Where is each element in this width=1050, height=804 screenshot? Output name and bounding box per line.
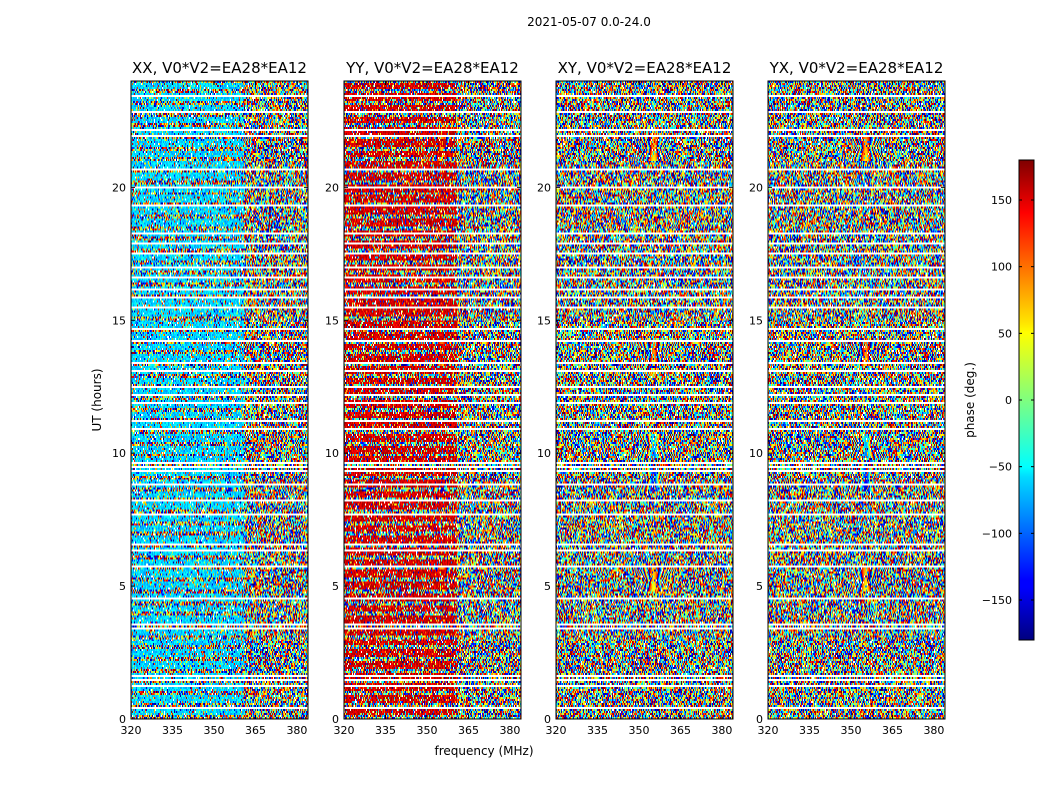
colorbar-ticks: 150 100 50 0 −50 −100 −150 — [982, 194, 1034, 607]
y-tick-label: 15 — [325, 314, 339, 327]
x-tick-label: 335 — [799, 724, 820, 737]
panels: XX, V0*V2=EA28*EA12 320 335 350 365 380 0 5 10 15… — [112, 59, 946, 737]
x-tick-label: 350 — [203, 724, 224, 737]
y-tick-label: 15 — [112, 314, 126, 327]
panel-frame — [767, 80, 946, 720]
x-tick-label: 335 — [587, 724, 608, 737]
y-tick-label: 20 — [749, 181, 763, 194]
colorbar-tick-label: 50 — [998, 327, 1012, 340]
y-tick-label: 5 — [756, 580, 763, 593]
x-tick-label: 380 — [923, 724, 944, 737]
x-tick-label: 320 — [758, 724, 779, 737]
x-tick-label: 365 — [245, 724, 266, 737]
x-tick-label: 350 — [628, 724, 649, 737]
y-tick-label: 15 — [537, 314, 551, 327]
y-tick-label: 15 — [749, 314, 763, 327]
figure-title: 2021-05-07 0.0-24.0 — [527, 15, 651, 29]
x-tick-label: 365 — [882, 724, 903, 737]
y-tick-label: 20 — [325, 181, 339, 194]
x-tick-label: 380 — [499, 724, 520, 737]
x-tick-label: 320 — [121, 724, 142, 737]
panel-yy: YY, V0*V2=EA28*EA12 320 335 350 365 380 0 5 10 15… — [325, 59, 522, 737]
colorbar-tick-label: 150 — [991, 194, 1012, 207]
y-axis-label: UT (hours) — [90, 368, 104, 431]
x-tick-label: 380 — [711, 724, 732, 737]
y-tick-label: 10 — [537, 447, 551, 460]
panel-title: YY, V0*V2=EA28*EA12 — [345, 59, 519, 77]
x-tick-label: 380 — [286, 724, 307, 737]
panel-title: XY, V0*V2=EA28*EA12 — [558, 59, 732, 77]
y-tick-label: 0 — [119, 713, 126, 726]
panel-frame — [555, 80, 734, 720]
y-tick-label: 5 — [119, 580, 126, 593]
colorbar-tick-label: 0 — [1005, 394, 1012, 407]
x-tick-label: 335 — [375, 724, 396, 737]
y-tick-label: 10 — [325, 447, 339, 460]
colorbar: 150 100 50 0 −50 −100 −150 phase (deg.) — [963, 159, 1035, 641]
y-tick-label: 20 — [537, 181, 551, 194]
panel-frame — [130, 80, 309, 720]
panel-frame — [343, 80, 522, 720]
x-tick-label: 365 — [670, 724, 691, 737]
colorbar-label: phase (deg.) — [963, 362, 977, 438]
y-tick-label: 0 — [756, 713, 763, 726]
colorbar-tick-label: −100 — [982, 527, 1012, 540]
y-tick-label: 5 — [332, 580, 339, 593]
x-tick-label: 320 — [334, 724, 355, 737]
x-tick-label: 350 — [416, 724, 437, 737]
waterfall-image-xx — [131, 81, 308, 719]
x-axis-label: frequency (MHz) — [434, 744, 533, 758]
y-tick-label: 20 — [112, 181, 126, 194]
waterfall-image-yx — [768, 81, 945, 719]
x-tick-label: 365 — [458, 724, 479, 737]
x-tick-label: 350 — [840, 724, 861, 737]
y-tick-label: 10 — [749, 447, 763, 460]
y-tick-label: 0 — [544, 713, 551, 726]
colorbar-tick-label: −50 — [989, 461, 1012, 474]
panel-title: YX, V0*V2=EA28*EA12 — [769, 59, 944, 77]
panel-title: XX, V0*V2=EA28*EA12 — [132, 59, 307, 77]
y-tick-label: 5 — [544, 580, 551, 593]
x-tick-label: 320 — [546, 724, 567, 737]
waterfall-image-yy — [344, 81, 521, 719]
panel-xx: XX, V0*V2=EA28*EA12 320 335 350 365 380 0 5 10 15… — [112, 59, 309, 737]
colorbar-tick-label: −150 — [982, 594, 1012, 607]
colorbar-tick-label: 100 — [991, 261, 1012, 274]
y-tick-label: 0 — [332, 713, 339, 726]
panel-yx: YX, V0*V2=EA28*EA12 320 335 350 365 380 0 5 10 15… — [749, 59, 946, 737]
panel-xy: XY, V0*V2=EA28*EA12 320 335 350 365 380 0 5 10 15… — [537, 59, 734, 737]
x-tick-label: 335 — [162, 724, 183, 737]
waterfall-image-xy — [556, 81, 733, 719]
y-tick-label: 10 — [112, 447, 126, 460]
